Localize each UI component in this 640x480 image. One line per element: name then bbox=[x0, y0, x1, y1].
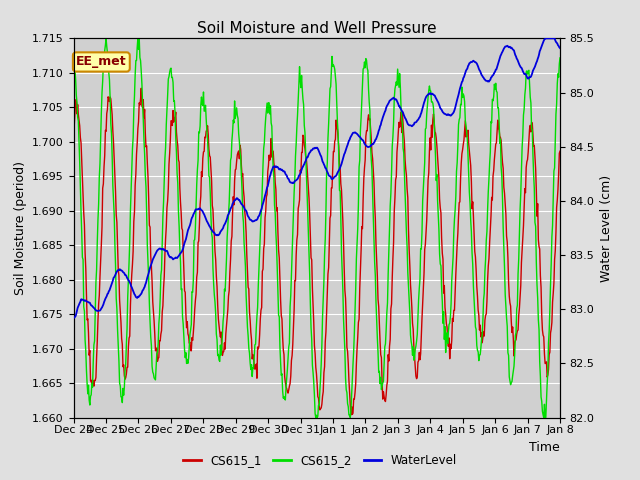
Text: EE_met: EE_met bbox=[76, 56, 127, 69]
Legend: CS615_1, CS615_2, WaterLevel: CS615_1, CS615_2, WaterLevel bbox=[179, 449, 461, 472]
X-axis label: Time: Time bbox=[529, 441, 560, 454]
Y-axis label: Water Level (cm): Water Level (cm) bbox=[600, 174, 613, 282]
Y-axis label: Soil Moisture (period): Soil Moisture (period) bbox=[13, 161, 27, 295]
Title: Soil Moisture and Well Pressure: Soil Moisture and Well Pressure bbox=[197, 21, 436, 36]
